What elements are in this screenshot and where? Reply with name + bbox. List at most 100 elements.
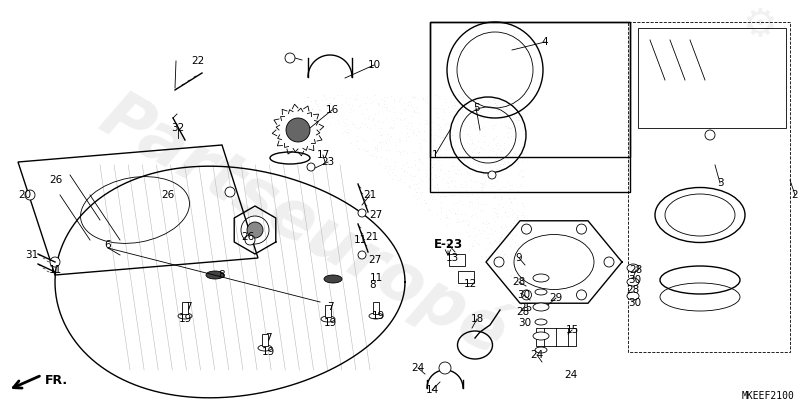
Point <box>509 159 522 165</box>
Point <box>393 138 406 145</box>
Point <box>348 124 361 130</box>
Point <box>490 94 503 101</box>
Bar <box>449 254 465 266</box>
Point <box>447 200 460 207</box>
Point <box>446 159 459 166</box>
Text: ⚙: ⚙ <box>742 6 778 44</box>
Point <box>362 147 374 153</box>
Point <box>505 251 518 257</box>
Point <box>504 163 517 169</box>
Point <box>515 144 528 150</box>
Point <box>488 194 501 200</box>
Point <box>507 195 520 201</box>
Point <box>474 229 487 236</box>
Point <box>376 139 389 146</box>
Point <box>460 148 473 155</box>
Point <box>431 186 444 192</box>
Point <box>378 94 390 101</box>
Circle shape <box>50 257 60 267</box>
Point <box>461 131 474 137</box>
Point <box>414 143 426 149</box>
Point <box>455 193 468 200</box>
Point <box>494 108 506 115</box>
Point <box>465 212 478 219</box>
Point <box>482 97 494 104</box>
Point <box>362 113 375 119</box>
Point <box>488 247 501 254</box>
Bar <box>638 28 786 128</box>
Point <box>485 115 498 121</box>
Point <box>488 189 501 196</box>
Point <box>506 258 518 265</box>
Point <box>431 180 444 187</box>
Point <box>318 115 330 122</box>
Point <box>466 105 479 112</box>
Point <box>457 100 470 107</box>
Text: 1: 1 <box>432 150 438 160</box>
Point <box>400 123 413 129</box>
Point <box>399 107 412 113</box>
Point <box>478 180 491 187</box>
Point <box>443 173 456 180</box>
Point <box>350 142 362 148</box>
Point <box>406 177 419 184</box>
Point <box>438 123 451 130</box>
Point <box>329 102 342 108</box>
Point <box>413 156 426 162</box>
Point <box>432 105 445 111</box>
Point <box>470 112 482 118</box>
Point <box>430 167 443 174</box>
Point <box>432 187 445 193</box>
Point <box>462 242 475 248</box>
Point <box>372 118 385 125</box>
Point <box>410 132 422 138</box>
Point <box>486 94 499 100</box>
Point <box>426 164 438 171</box>
Point <box>449 142 462 149</box>
Point <box>469 211 482 218</box>
Point <box>516 212 529 219</box>
Point <box>488 218 501 225</box>
Point <box>406 113 418 119</box>
Point <box>380 156 393 162</box>
Point <box>518 128 531 134</box>
Point <box>502 152 515 158</box>
Point <box>503 186 516 192</box>
Point <box>311 102 324 109</box>
Circle shape <box>522 290 531 300</box>
Point <box>401 160 414 167</box>
Point <box>427 136 440 143</box>
Point <box>438 170 451 176</box>
Point <box>471 137 484 144</box>
Point <box>467 189 480 195</box>
Point <box>356 110 369 117</box>
Point <box>438 109 450 115</box>
Point <box>425 143 438 150</box>
Point <box>358 148 371 155</box>
Point <box>488 100 501 106</box>
Point <box>461 229 474 236</box>
Point <box>454 158 467 165</box>
Point <box>448 138 461 144</box>
Point <box>503 106 516 113</box>
Point <box>445 92 458 99</box>
Text: 2: 2 <box>792 190 798 200</box>
Point <box>466 239 478 246</box>
Point <box>441 178 454 184</box>
Point <box>480 200 493 207</box>
Point <box>468 225 481 231</box>
Point <box>408 108 421 114</box>
Point <box>350 96 363 103</box>
Point <box>487 136 500 142</box>
Point <box>402 183 415 190</box>
Point <box>446 163 458 169</box>
Point <box>410 189 422 195</box>
Point <box>403 99 416 105</box>
Point <box>499 123 512 130</box>
Text: 17: 17 <box>316 150 330 160</box>
Point <box>397 99 410 106</box>
Point <box>410 104 422 111</box>
Point <box>346 107 359 114</box>
Point <box>470 223 482 230</box>
Point <box>420 166 433 173</box>
